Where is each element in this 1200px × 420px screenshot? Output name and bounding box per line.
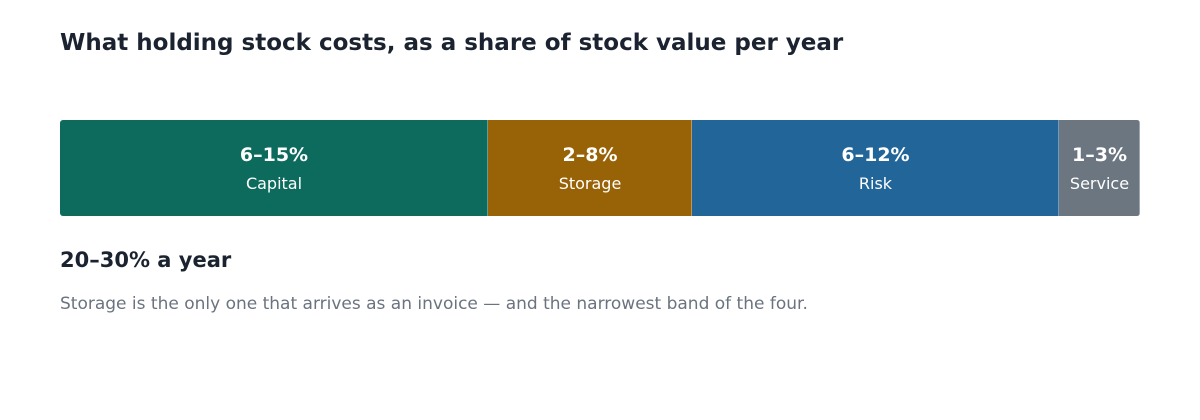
chart-title: What holding stock costs, as a share of … — [60, 30, 844, 56]
segment-value: 1–3% — [1072, 144, 1127, 166]
segment-label: Risk — [858, 174, 893, 193]
segment-value: 2–8% — [562, 144, 618, 166]
stacked-cost-bar: 6–15% Capital 2–8% Storage 6–12% Risk 1–… — [60, 120, 1140, 216]
segment-label: Service — [1069, 174, 1130, 193]
segment-risk: 6–12% Risk — [692, 120, 1059, 216]
segment-value: 6–15% — [239, 144, 309, 166]
total-range: 20–30% a year — [60, 248, 232, 272]
segment-label: Capital — [245, 174, 303, 193]
segment-label: Storage — [558, 174, 622, 193]
segment-service: 1–3% Service — [1059, 120, 1140, 216]
chart-note: Storage is the only one that arrives as … — [60, 294, 808, 314]
segment-storage: 2–8% Storage — [488, 120, 692, 216]
segment-capital: 6–15% Capital — [60, 120, 488, 216]
segment-value: 6–12% — [841, 144, 910, 166]
